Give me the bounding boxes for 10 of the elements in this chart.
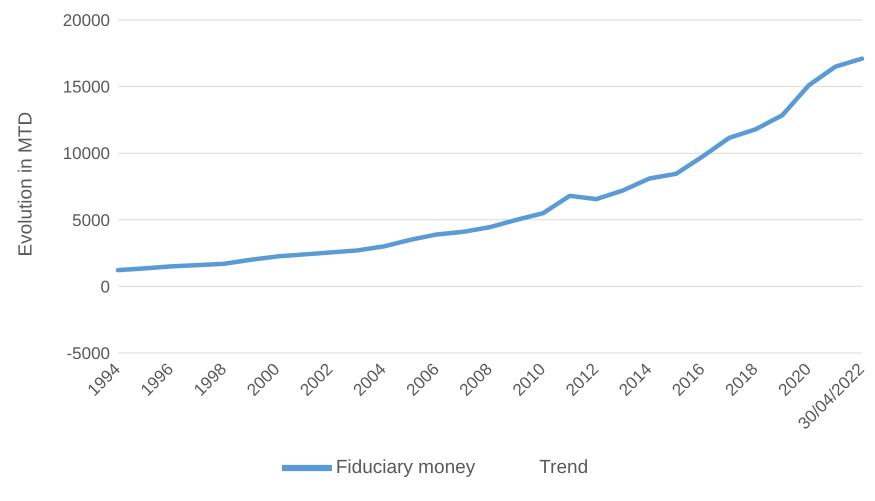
y-tick-label: 5000 [72, 210, 110, 230]
y-axis-title: Evolution in MTD [16, 112, 37, 256]
y-tick-label: 10000 [62, 144, 110, 164]
y-tick-label: 0 [100, 277, 110, 296]
y-tick-label: 15000 [62, 78, 110, 97]
y-tick-label: 20000 [62, 11, 110, 30]
text: Trend [539, 457, 588, 478]
line-series [116, 56, 864, 272]
legend-label: Fiduciary money [336, 457, 476, 478]
y-tick-label: -5000 [66, 344, 110, 364]
